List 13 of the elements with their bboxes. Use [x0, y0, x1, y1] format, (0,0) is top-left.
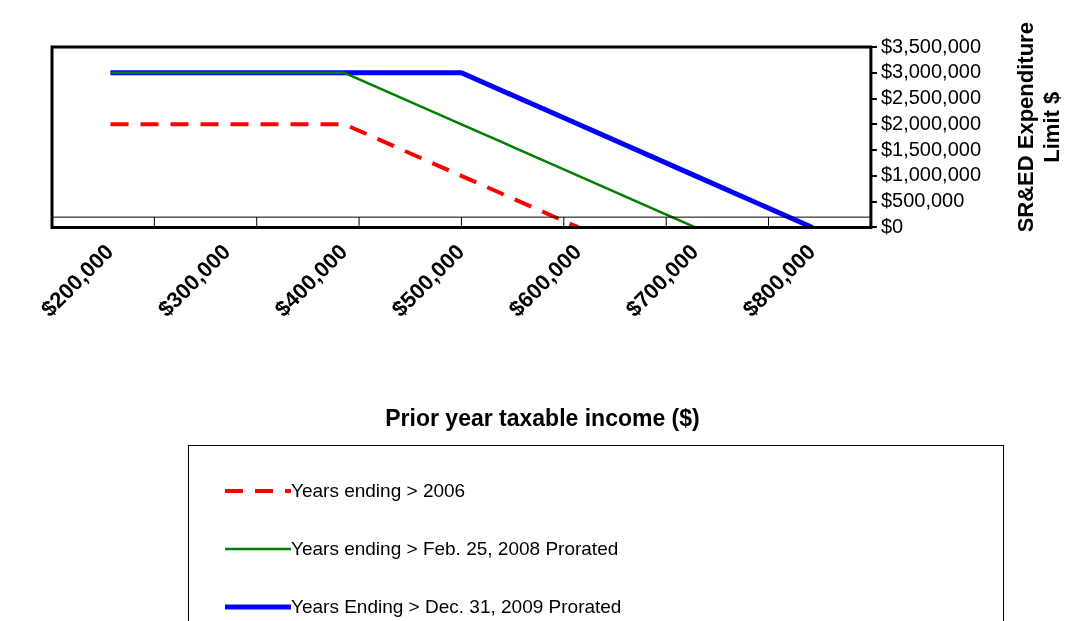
- x-axis-title: Prior year taxable income ($): [384, 405, 701, 432]
- legend-label: Years ending > Feb. 25, 2008 Prorated: [291, 538, 619, 560]
- y-tick-label: $2,000,000: [880, 111, 982, 134]
- legend-label: Years Ending > Dec. 31, 2009 Prorated: [291, 596, 622, 618]
- y-axis-title: SR&ED Expenditure Limit $: [1013, 22, 1065, 233]
- y-tick-label: $500,000: [880, 189, 965, 212]
- y-tick-label: $0: [880, 214, 904, 237]
- y-tick-label: $3,500,000: [880, 34, 982, 57]
- legend-label: Years ending > 2006: [291, 480, 466, 502]
- y-tick-label: $2,500,000: [880, 86, 982, 109]
- y-tick-label: $1,000,000: [880, 163, 982, 186]
- y-tick-label: $3,000,000: [880, 60, 982, 83]
- y-tick-label: $1,500,000: [880, 137, 982, 160]
